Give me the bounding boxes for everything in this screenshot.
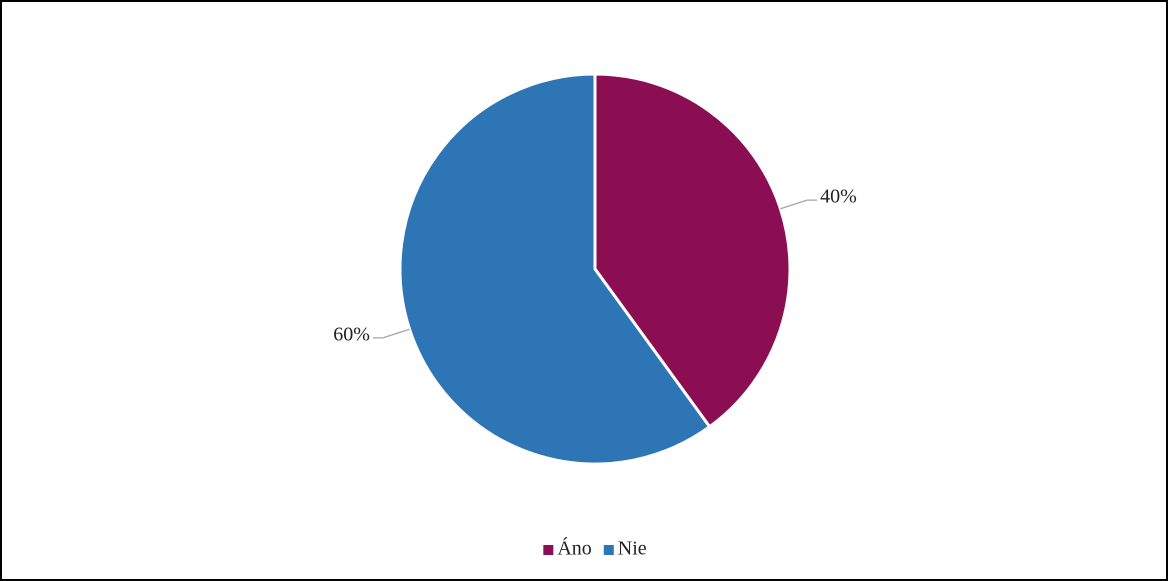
data-label: 60%: [333, 324, 370, 346]
leader-line: [780, 199, 818, 210]
pie-slice: [593, 72, 792, 429]
legend-label: Áno: [557, 537, 591, 560]
legend-label: Nie: [618, 538, 647, 560]
legend-swatch: [603, 545, 614, 555]
leader-line: [372, 328, 410, 339]
data-label: 40%: [820, 186, 857, 208]
legend-swatch: [543, 545, 554, 555]
